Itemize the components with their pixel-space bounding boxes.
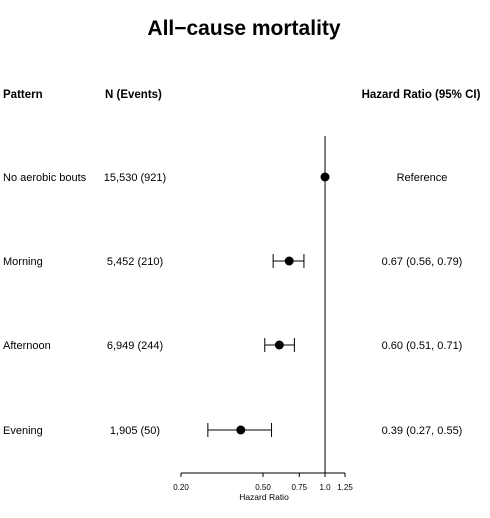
row-hazard-ratio-text: 0.60 (0.51, 0.71) — [382, 340, 463, 352]
row-n-events: 6,949 (244) — [107, 340, 163, 352]
x-tick-label: 0.50 — [255, 483, 271, 492]
header-pattern: Pattern — [3, 89, 43, 101]
x-tick-label: 1.0 — [319, 483, 331, 492]
row-pattern-label: Morning — [3, 256, 43, 268]
header-hazard-ratio: Hazard Ratio (95% CI) — [362, 89, 481, 101]
x-tick-label: 1.25 — [337, 483, 353, 492]
chart-title: All−cause mortality — [147, 17, 340, 40]
point-estimate — [274, 340, 284, 350]
row-pattern-label: Evening — [3, 425, 43, 437]
point-estimate — [284, 256, 294, 266]
forest-rows: No aerobic bouts 15,530 (921) Reference Mor… — [3, 136, 462, 473]
row-hazard-ratio-text: 0.39 (0.27, 0.55) — [382, 425, 463, 437]
row-pattern-label: No aerobic bouts — [3, 172, 87, 184]
row-hazard-ratio-text: Reference — [397, 172, 448, 184]
row-n-events: 1,905 (50) — [110, 425, 160, 437]
point-estimate — [320, 172, 330, 182]
x-tick-label: 0.20 — [173, 483, 189, 492]
row-pattern-label: Afternoon — [3, 340, 51, 352]
point-estimate — [236, 425, 246, 435]
header-n-events: N (Events) — [105, 89, 162, 101]
row-n-events: 15,530 (921) — [104, 172, 166, 184]
x-tick-label: 0.75 — [291, 483, 307, 492]
row-hazard-ratio-text: 0.67 (0.56, 0.79) — [382, 256, 463, 268]
x-axis-label: Hazard Ratio — [239, 492, 289, 502]
row-n-events: 5,452 (210) — [107, 256, 163, 268]
x-axis: 0.20 0.50 0.75 1.0 1.25 Hazard Ratio — [173, 472, 353, 502]
